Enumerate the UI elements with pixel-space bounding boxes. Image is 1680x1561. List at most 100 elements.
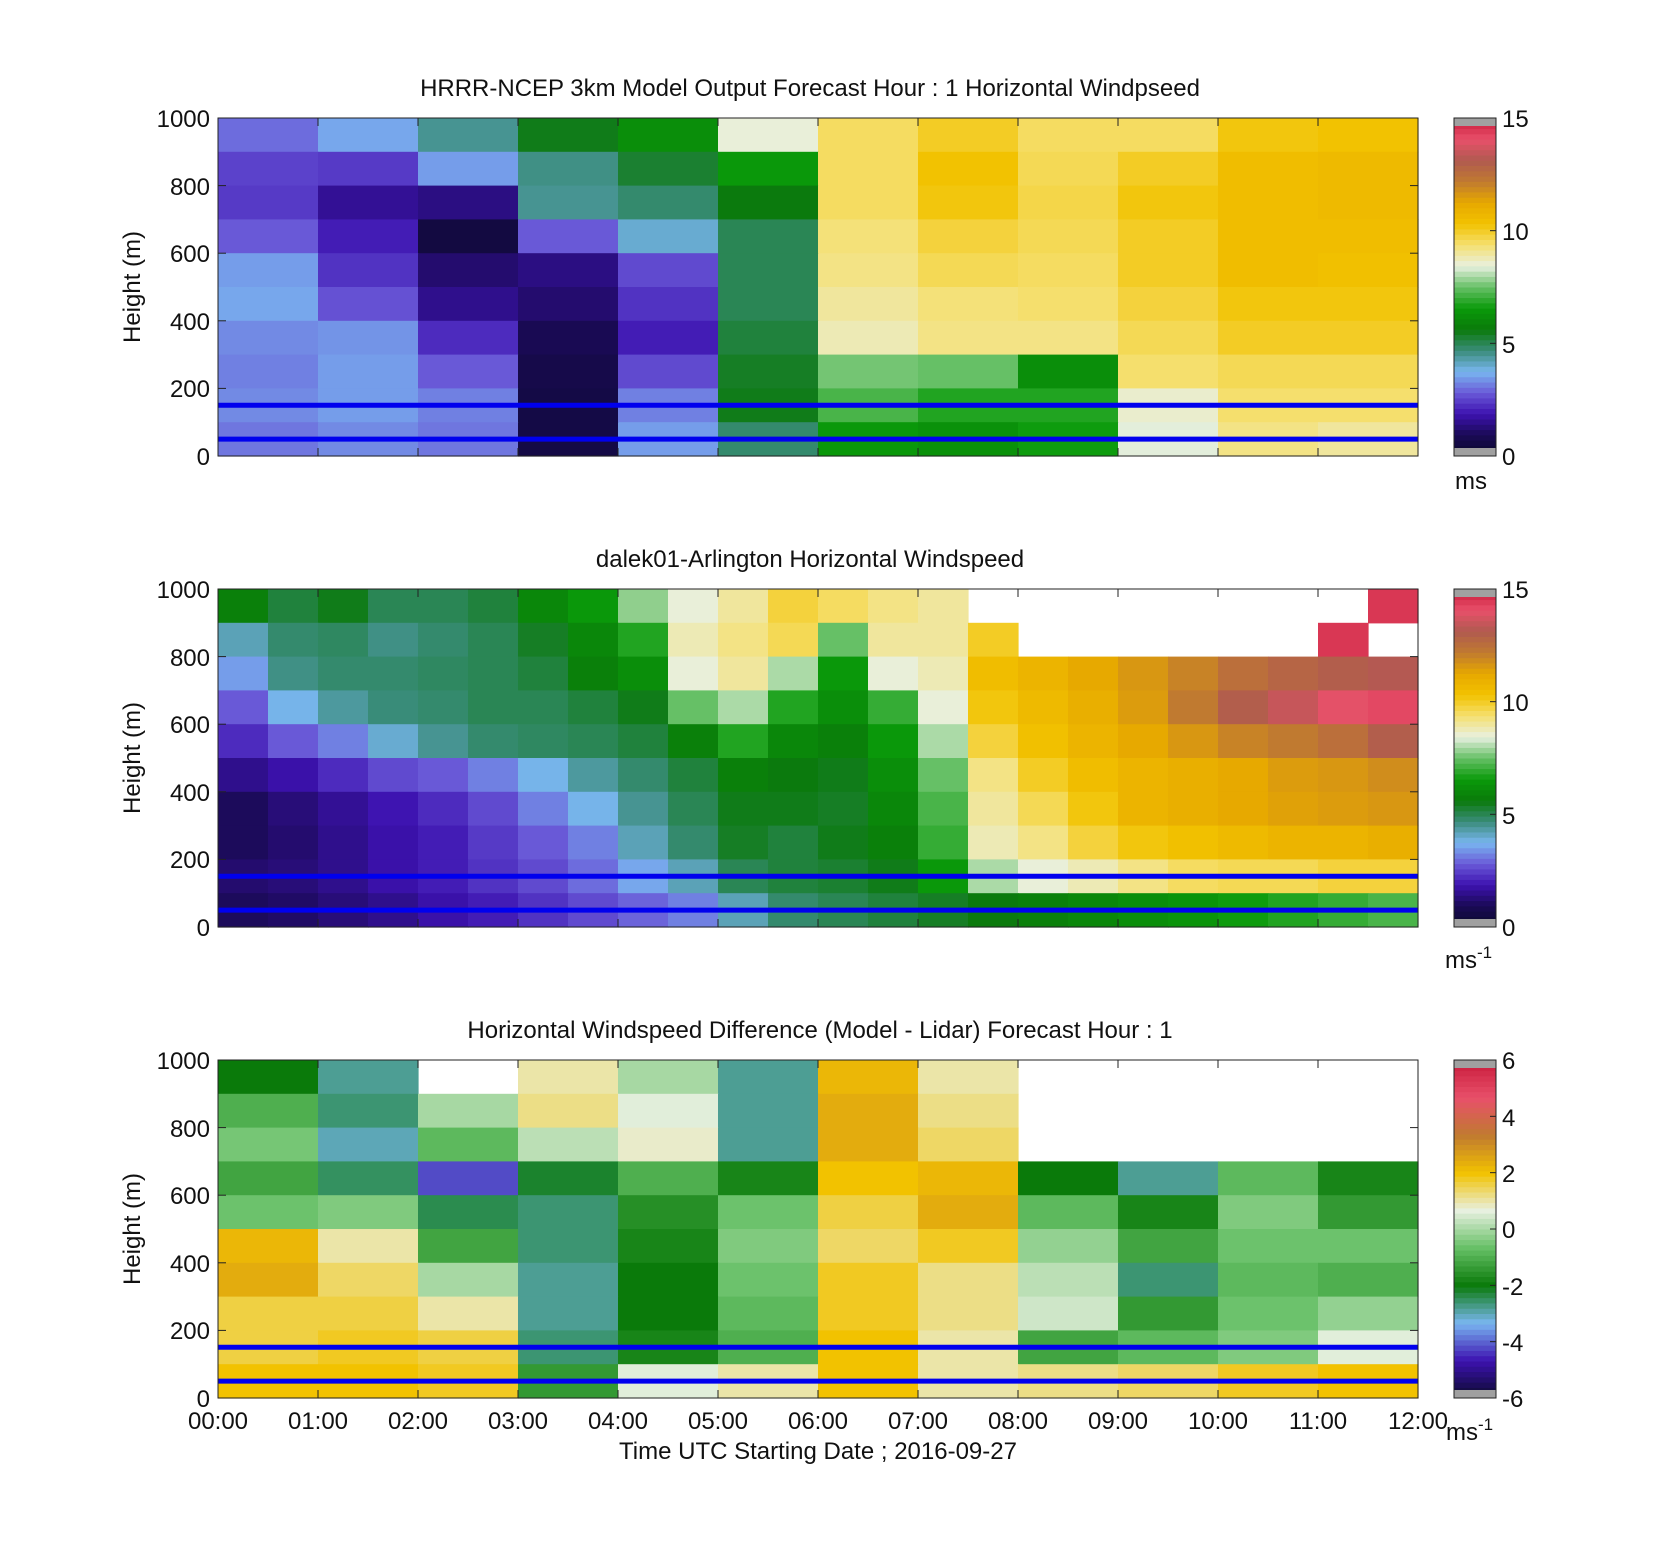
heatmap-cell <box>318 690 369 725</box>
heatmap-cell <box>818 1093 919 1129</box>
colorbar-segment <box>1454 641 1496 648</box>
heatmap-cell <box>268 589 319 624</box>
colorbar-segment <box>1454 287 1496 293</box>
heatmap-cell <box>818 354 919 389</box>
colorbar-segment <box>1454 810 1496 817</box>
heatmap-cell <box>618 1229 719 1264</box>
colorbar-segment <box>1454 905 1496 912</box>
heatmap-cell <box>918 253 1019 288</box>
heatmap-cell <box>1118 354 1219 389</box>
colorbar-segment <box>1454 1339 1496 1346</box>
colorbar-segment <box>1454 1234 1496 1241</box>
heatmap-cell <box>968 622 1019 658</box>
heatmap-cell <box>968 690 1019 725</box>
heatmap-cell <box>968 758 1019 793</box>
colorbar-segment <box>1454 1260 1496 1267</box>
colorbar-segment <box>1454 276 1496 283</box>
colorbar-segment <box>1454 397 1496 404</box>
heatmap-cell <box>368 622 419 658</box>
heatmap-cell <box>1018 1262 1119 1298</box>
heatmap-cell <box>318 1093 419 1129</box>
heatmap-cell <box>318 354 419 389</box>
colorbar-segment <box>1454 197 1496 203</box>
colorbar-segment <box>1454 149 1496 156</box>
heatmap-cell <box>268 690 319 725</box>
heatmap-cell <box>918 791 969 827</box>
colorbar-segment <box>1454 684 1496 690</box>
heatmap-cell <box>218 253 319 288</box>
colorbar-segment <box>1454 615 1496 622</box>
heatmap-cell <box>218 320 319 356</box>
heatmap-cell <box>1318 690 1369 725</box>
heatmap-cell <box>918 622 969 658</box>
colorbar-segment <box>1454 1149 1496 1156</box>
colorbar-segment <box>1454 805 1496 812</box>
heatmap-cell <box>218 1262 319 1298</box>
colorbar-segment <box>1454 662 1496 669</box>
difference-colorbar <box>1454 1060 1496 1399</box>
heatmap-cell <box>618 185 719 220</box>
heatmap-cell <box>418 118 519 153</box>
colorbar-segment <box>1454 1223 1496 1230</box>
colorbar-segment <box>1454 376 1496 383</box>
colorbar-tick-label: 10 <box>1502 219 1529 246</box>
colorbar-segment <box>1454 789 1496 796</box>
heatmap-cell <box>568 791 619 827</box>
heatmap-cell <box>1118 118 1219 153</box>
heatmap-cell <box>818 825 869 860</box>
heatmap-cell <box>218 758 269 793</box>
colorbar-segment <box>1454 1086 1496 1093</box>
colorbar-segment <box>1454 1350 1496 1357</box>
colorbar-segment <box>1454 890 1496 896</box>
colorbar-segment <box>1454 678 1496 685</box>
colorbar-segment <box>1454 382 1496 388</box>
heatmap-cell <box>1118 320 1219 356</box>
heatmap-cell <box>218 1093 319 1129</box>
x-tick-label: 03:00 <box>488 1408 548 1435</box>
colorbar-segment <box>1454 186 1496 193</box>
colorbar-segment <box>1454 440 1496 446</box>
colorbar-segment <box>1454 668 1496 674</box>
heatmap-cell <box>218 1195 319 1230</box>
heatmap-cell <box>618 1060 719 1095</box>
heatmap-cell <box>618 320 719 356</box>
colorbar-segment <box>1454 900 1496 907</box>
heatmap-cell <box>818 1229 919 1264</box>
colorbar-segment <box>1454 699 1496 706</box>
heatmap-cell <box>518 622 569 658</box>
colorbar-segment <box>1454 1160 1496 1167</box>
heatmap-cell <box>718 1127 819 1162</box>
colorbar-segment <box>1454 604 1496 611</box>
heatmap-cell <box>668 825 719 860</box>
colorbar-segment <box>1454 1096 1496 1103</box>
colorbar-tick-label: 0 <box>1502 444 1515 471</box>
heatmap-cell <box>518 118 619 153</box>
colorbar-segment <box>1454 1229 1496 1235</box>
heatmap-cell <box>368 724 419 759</box>
heatmap-cell <box>1018 758 1069 793</box>
colorbar-tick-label: 15 <box>1502 577 1529 604</box>
heatmap-cell <box>1118 185 1219 220</box>
colorbar-segment <box>1454 911 1496 917</box>
colorbar-segment <box>1454 1250 1496 1256</box>
heatmap-cell <box>1218 791 1269 827</box>
heatmap-cell <box>1018 1296 1119 1331</box>
heatmap-cell <box>518 1093 619 1129</box>
heatmap-cell <box>1118 219 1219 254</box>
heatmap-cell <box>1218 1161 1319 1196</box>
heatmap-cell <box>468 622 519 658</box>
heatmap-cell <box>618 724 669 759</box>
heatmap-cell <box>868 758 919 793</box>
colorbar-segment <box>1454 1102 1496 1109</box>
panel-difference: Horizontal Windspeed Difference (Model -… <box>119 1017 1523 1465</box>
heatmap-cell <box>1218 758 1269 793</box>
heatmap-cell <box>918 1161 1019 1196</box>
heatmap-cell <box>718 825 769 860</box>
heatmap-cell <box>468 825 519 860</box>
heatmap-cell <box>768 622 819 658</box>
heatmap-cell <box>268 724 319 759</box>
colorbar-segment <box>1454 207 1496 214</box>
colorbar-segment <box>1454 1302 1496 1309</box>
colorbar-segment <box>1454 308 1496 314</box>
colorbar-segment <box>1454 847 1496 854</box>
